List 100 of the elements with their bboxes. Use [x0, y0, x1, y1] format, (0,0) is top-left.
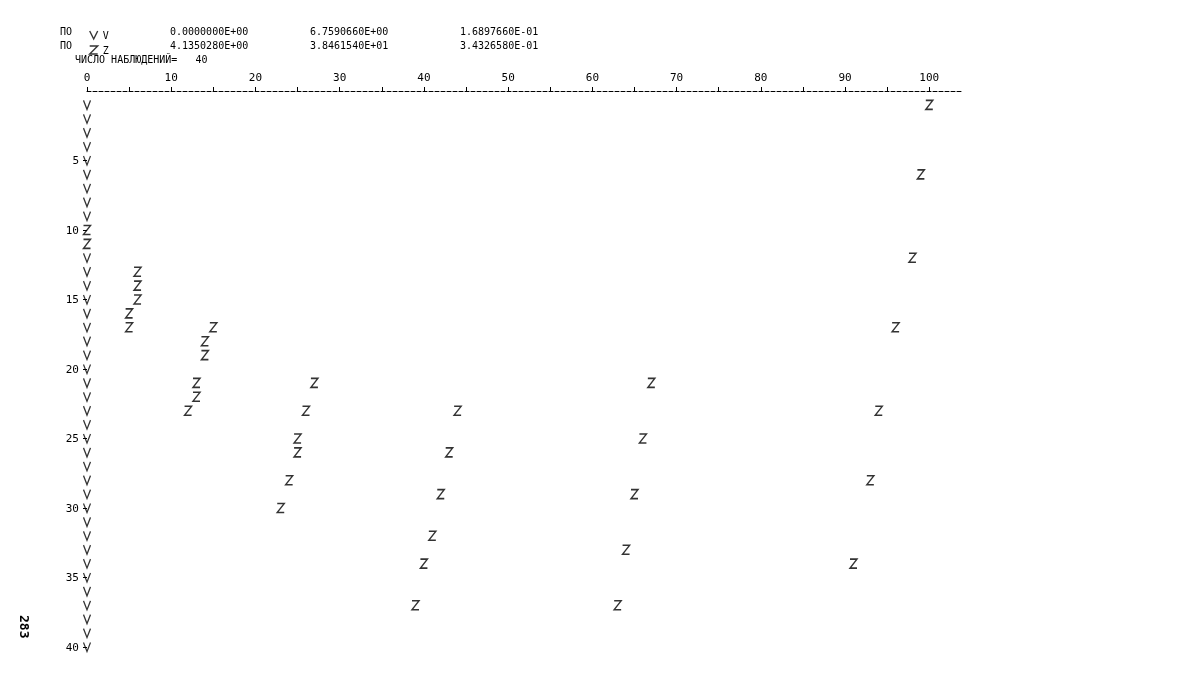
point: [444, 447, 454, 458]
point: [82, 99, 92, 111]
x-tick-label: 30: [333, 71, 347, 84]
x-tick-label: 100: [919, 71, 940, 84]
point: [192, 377, 201, 389]
point: [82, 488, 92, 500]
point: [82, 266, 92, 277]
point: [411, 600, 420, 611]
x-tick-label: 10: [164, 71, 178, 84]
point: [293, 447, 302, 458]
y-tick-label: 30: [65, 501, 79, 515]
point: [301, 405, 311, 416]
x-tick-label: 80: [754, 71, 768, 84]
point: [638, 433, 648, 444]
point: [82, 155, 92, 166]
point: [82, 252, 92, 263]
point: [419, 558, 429, 569]
point: [621, 544, 631, 555]
point: [192, 391, 201, 402]
point: [874, 405, 883, 416]
y-tick-label: 25: [65, 432, 79, 445]
text: 3.8461540E+01: [310, 39, 389, 51]
point: [82, 475, 92, 486]
point: [916, 169, 926, 180]
point: [82, 419, 92, 430]
point: [82, 197, 92, 208]
point: [82, 405, 92, 416]
text: ПО: [60, 39, 73, 51]
point: [310, 377, 319, 389]
legend-label: Z: [102, 44, 109, 56]
text: 4.1350280E+00: [170, 39, 249, 51]
point: [647, 377, 656, 389]
text: 283: [17, 615, 32, 639]
y-tick-label: 20: [65, 362, 79, 376]
point: [82, 516, 92, 528]
point: [200, 349, 210, 361]
point: [82, 447, 92, 458]
point: [284, 475, 294, 486]
x-tick-label: 60: [585, 71, 600, 84]
point: [82, 377, 92, 389]
point: [630, 488, 639, 500]
point: [82, 558, 92, 569]
point: [82, 113, 92, 124]
text: ПО: [60, 25, 73, 37]
point: [82, 322, 92, 333]
point: [200, 336, 210, 347]
point: [82, 627, 92, 639]
point: [82, 294, 92, 305]
y-tick-label: 15: [65, 293, 79, 306]
point: [82, 127, 92, 138]
x-tick-label: 50: [501, 71, 515, 84]
point: [82, 544, 92, 555]
y-tick-label: 5: [72, 154, 79, 167]
y-tick-label: 10: [65, 223, 79, 237]
point: [133, 266, 142, 277]
x-tick-label: 20: [248, 71, 263, 84]
point: [925, 99, 934, 111]
point: [613, 600, 622, 611]
y-tick-label: 40: [65, 640, 79, 654]
point: [82, 614, 92, 625]
point: [82, 183, 92, 194]
point: [276, 502, 285, 514]
x-tick-label: 90: [838, 71, 852, 84]
text: 3.4326580E-01: [460, 39, 539, 51]
point: [82, 572, 92, 583]
point: [82, 600, 92, 611]
y-tick-label: 35: [65, 571, 79, 584]
point: [82, 641, 92, 653]
point: [124, 308, 134, 319]
point: [908, 252, 917, 263]
point: [82, 461, 92, 472]
point: [82, 224, 92, 236]
point: [82, 502, 92, 514]
point: [82, 280, 92, 291]
point: [436, 488, 445, 500]
point: [82, 141, 92, 152]
x-tick-label: 0: [83, 71, 91, 84]
point: [183, 405, 193, 416]
point: [82, 308, 92, 319]
point: [133, 294, 142, 305]
point: [82, 391, 92, 402]
point: [133, 280, 142, 291]
point: [293, 433, 302, 444]
point: [124, 322, 134, 333]
point: [82, 336, 92, 347]
x-tick-label: 40: [417, 71, 431, 84]
point: [209, 322, 218, 333]
point: [82, 169, 92, 180]
legend-label: V: [102, 29, 109, 41]
point: [849, 558, 858, 569]
text: 0.0000000E+00: [170, 25, 249, 37]
point: [82, 238, 92, 250]
point: [82, 586, 92, 597]
point: [891, 322, 900, 333]
text: 6.7590660E+00: [310, 25, 389, 37]
point: [453, 405, 462, 416]
x-tick-label: 70: [669, 71, 684, 84]
point: [82, 349, 92, 361]
point: [866, 475, 875, 486]
point: [428, 530, 437, 541]
